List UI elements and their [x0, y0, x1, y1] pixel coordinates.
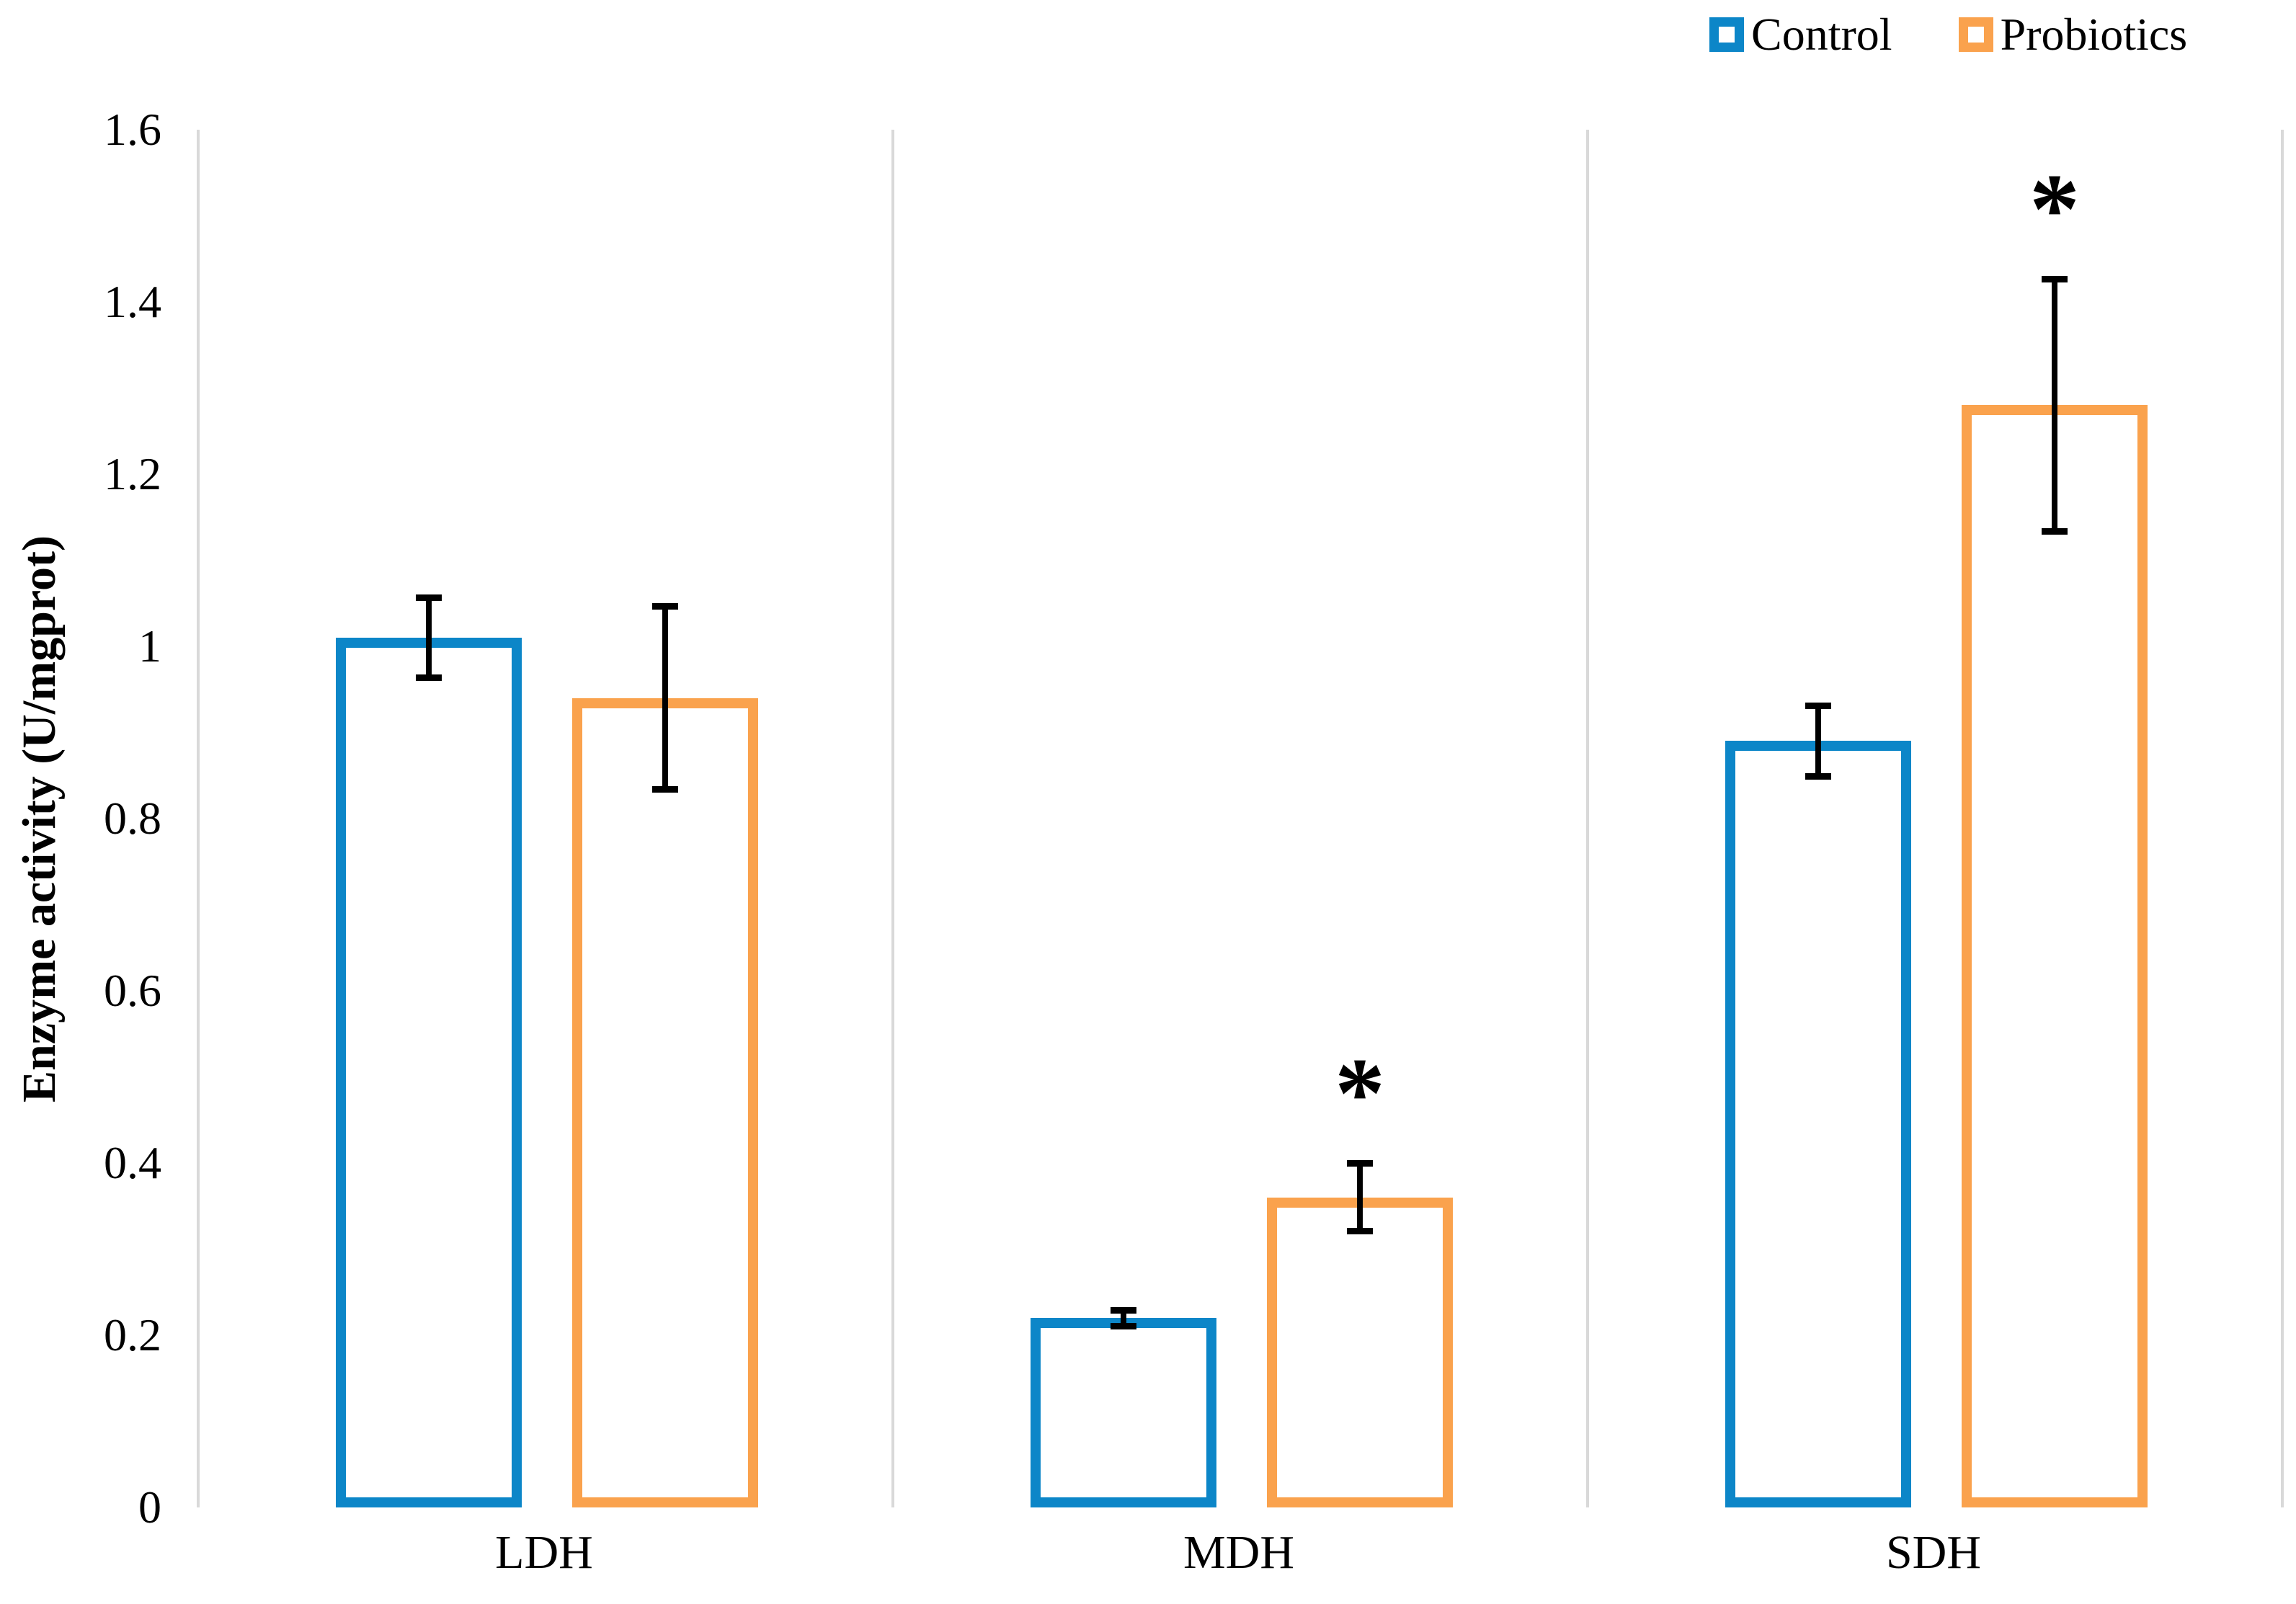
control-error-bar-sdh: [1805, 702, 1831, 780]
x-axis-category-labels: LDH MDH SDH: [197, 1529, 2281, 1577]
y-tick-label: 1.4: [104, 276, 161, 327]
error-bar-line: [426, 601, 432, 674]
error-bar-cap: [1347, 1160, 1373, 1167]
significance-asterisk-sdh: *: [2029, 153, 2080, 266]
control-bar-ldh: [336, 638, 522, 1507]
significance-asterisk-mdh: *: [1335, 1038, 1385, 1150]
y-tick-label: 0.4: [104, 1137, 161, 1188]
control-legend-label: Control: [1751, 9, 1892, 60]
y-tick-label: 0.2: [104, 1309, 161, 1360]
legend-item-probiotics: Probiotics: [1958, 9, 2188, 60]
x-category-label-sdh: SDH: [1885, 1526, 1982, 1579]
error-bar-cap: [1805, 702, 1831, 709]
probiotics-bar-sdh: [1962, 405, 2148, 1507]
error-bar-cap: [416, 674, 442, 681]
probiotics-bar-mdh: [1267, 1197, 1453, 1507]
category-panel-sdh: *: [1589, 130, 2284, 1507]
probiotics-bar-ldh: [572, 698, 758, 1507]
error-bar-line: [1815, 708, 1821, 774]
y-tick-label: 1.6: [104, 104, 161, 155]
y-tick-label: 1: [138, 620, 161, 672]
probiotics-legend-marker: [1958, 17, 1993, 52]
control-legend-marker: [1709, 17, 1744, 52]
probiotics-legend-label: Probiotics: [2000, 9, 2188, 60]
error-bar-cap: [2042, 527, 2068, 535]
error-bar-line: [662, 610, 668, 787]
y-axis-tick-labels: 0 0.2 0.4 0.6 0.8 1 1.2 1.4 1.6: [0, 107, 173, 1531]
category-panel-mdh: *: [894, 130, 1589, 1507]
error-bar-cap: [652, 603, 678, 610]
y-tick-label: 0: [138, 1482, 161, 1533]
control-error-bar-ldh: [416, 594, 442, 681]
control-bar-mdh: [1031, 1318, 1216, 1507]
error-bar-cap: [652, 786, 678, 793]
error-bar-cap: [1111, 1322, 1136, 1329]
y-tick-label: 0.8: [104, 793, 161, 844]
control-error-bar-mdh: [1111, 1306, 1136, 1329]
error-bar-cap: [1111, 1306, 1136, 1314]
y-tick-label: 1.2: [104, 448, 161, 499]
error-bar-cap: [1805, 773, 1831, 780]
category-panel-ldh: [200, 130, 894, 1507]
plot-area: * *: [197, 130, 2284, 1507]
legend: Control Probiotics: [1709, 12, 2187, 58]
legend-item-control: Control: [1709, 12, 1892, 58]
probiotics-error-bar-ldh: [652, 603, 678, 793]
x-category-label-mdh: MDH: [1183, 1526, 1294, 1579]
x-category-label-ldh: LDH: [495, 1526, 593, 1579]
control-bar-sdh: [1725, 741, 1911, 1507]
probiotics-error-bar-mdh: [1347, 1160, 1373, 1235]
y-tick-label: 0.6: [104, 965, 161, 1016]
error-bar-cap: [1347, 1228, 1373, 1235]
error-bar-line: [2052, 282, 2057, 528]
probiotics-error-bar-sdh: [2042, 276, 2068, 535]
error-bar-line: [1121, 1313, 1126, 1323]
error-bar-cap: [2042, 276, 2068, 283]
error-bar-line: [1357, 1167, 1363, 1229]
error-bar-cap: [416, 594, 442, 602]
